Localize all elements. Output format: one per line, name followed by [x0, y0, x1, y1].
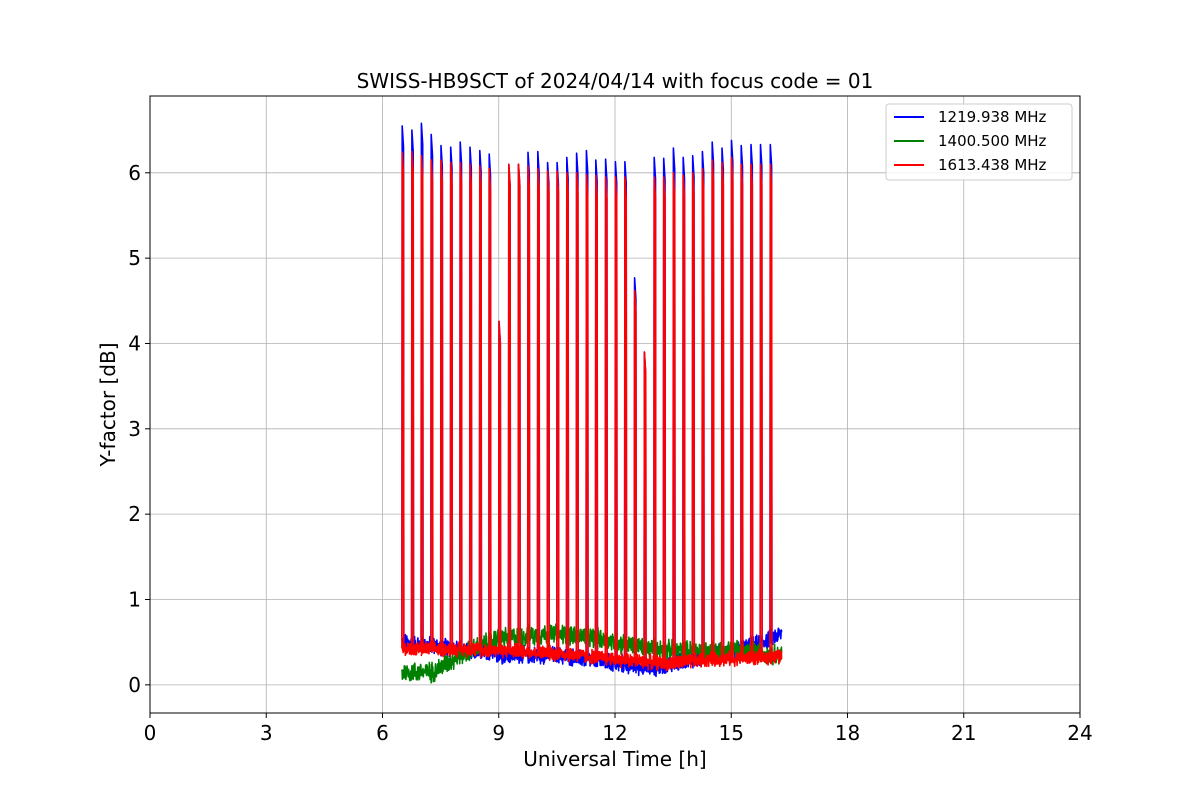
- legend-entry: 1400.500 MHz: [938, 132, 1047, 150]
- series-line-2: [401, 150, 783, 672]
- series-group: [401, 122, 783, 684]
- y-tick-label: 5: [128, 246, 141, 270]
- x-tick-label: 18: [835, 721, 860, 745]
- y-tick-label: 1: [128, 587, 141, 611]
- x-tick-label: 15: [719, 721, 744, 745]
- legend-entry: 1219.938 MHz: [938, 108, 1047, 126]
- y-tick-label: 6: [128, 161, 141, 185]
- legend: 1219.938 MHz 1400.500 MHz 1613.438 MHz: [885, 103, 1073, 181]
- chart-title: SWISS-HB9SCT of 2024/04/14 with focus co…: [357, 69, 874, 93]
- x-tick-label: 0: [144, 721, 157, 745]
- x-tick-label: 3: [260, 721, 273, 745]
- y-tick-label: 3: [128, 417, 141, 441]
- x-tick-label: 21: [951, 721, 976, 745]
- x-tick-label: 6: [376, 721, 389, 745]
- x-tick-label: 24: [1067, 721, 1092, 745]
- y-tick-label: 2: [128, 502, 141, 526]
- y-tick-label: 0: [128, 673, 141, 697]
- legend-entry: 1613.438 MHz: [938, 156, 1047, 174]
- x-tick-label: 12: [602, 721, 627, 745]
- legend-box: [885, 103, 1073, 181]
- x-axis-label: Universal Time [h]: [523, 747, 706, 771]
- y-axis-label: Y-factor [dB]: [96, 342, 120, 467]
- y-tick-label: 4: [128, 331, 141, 355]
- x-tick-label: 9: [492, 721, 505, 745]
